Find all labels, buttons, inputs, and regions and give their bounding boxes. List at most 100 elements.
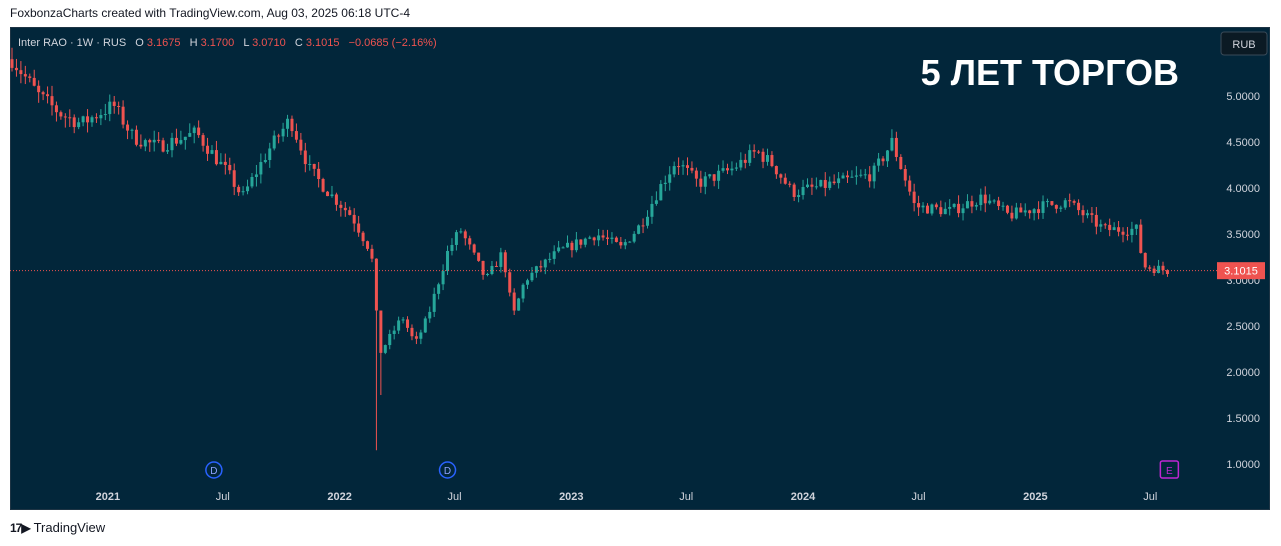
candle-body xyxy=(837,178,841,184)
candle-body xyxy=(997,200,1001,207)
candle-body xyxy=(179,140,183,144)
candle-body xyxy=(463,231,467,239)
chart-panel[interactable] xyxy=(10,27,1270,510)
candle-body xyxy=(770,155,774,167)
candle-body xyxy=(454,232,458,245)
candle-body xyxy=(94,117,98,119)
y-axis: 1.00001.50002.00002.50003.00003.50004.00… xyxy=(1226,45,1260,471)
candle-body xyxy=(108,101,112,115)
candle-body xyxy=(957,203,961,214)
candle-body xyxy=(450,244,454,251)
candle-body xyxy=(1143,252,1147,268)
candle-body xyxy=(32,77,36,86)
candle-body xyxy=(1032,209,1036,214)
candle-body xyxy=(499,252,503,267)
candlestick-chart[interactable]: 1.00001.50002.00002.50003.00003.50004.00… xyxy=(10,27,1270,510)
candle-body xyxy=(725,168,729,171)
candle-body xyxy=(721,168,725,171)
candle-body xyxy=(659,184,663,201)
candle-body xyxy=(983,194,987,204)
candle-body xyxy=(1130,228,1134,235)
candle-body xyxy=(521,284,525,299)
candle-body xyxy=(1037,209,1041,213)
dividend-marker[interactable]: D xyxy=(438,461,457,479)
candle-body xyxy=(370,248,374,259)
candle-body xyxy=(326,191,330,197)
candle-body xyxy=(117,105,121,107)
candle-body xyxy=(872,165,876,182)
dividend-marker-circle xyxy=(205,461,223,479)
candle-body xyxy=(157,139,161,141)
dividend-marker-circle xyxy=(438,461,457,479)
candle-body xyxy=(130,129,134,131)
candle-body xyxy=(992,200,996,202)
candle-body xyxy=(259,162,263,175)
candle-body xyxy=(361,232,365,242)
candle-body xyxy=(112,101,116,106)
x-tick-label: Jul xyxy=(912,491,926,503)
candle-body xyxy=(917,203,921,208)
candle-body xyxy=(357,223,361,233)
candle-body xyxy=(1099,224,1103,227)
x-tick-label: 2024 xyxy=(791,491,816,503)
candle-body xyxy=(1117,227,1121,232)
candle-body xyxy=(930,204,934,214)
candle-body xyxy=(925,205,929,214)
candle-body xyxy=(979,194,983,206)
candle-body xyxy=(263,160,267,163)
candle-body xyxy=(752,150,756,152)
candle-body xyxy=(557,247,561,252)
candle-body xyxy=(903,169,907,181)
candle-body xyxy=(14,67,18,71)
candle-body xyxy=(503,252,507,273)
candle-body xyxy=(139,144,143,147)
candle-body xyxy=(59,112,63,117)
candle-body xyxy=(606,237,610,239)
candle-body xyxy=(823,180,827,188)
candle-body xyxy=(19,70,23,75)
candle-body xyxy=(526,280,530,285)
candle-body xyxy=(374,258,378,311)
x-tick-label: Jul xyxy=(1143,491,1157,503)
candle-body xyxy=(757,151,761,153)
candle-body xyxy=(432,293,436,312)
candle-body xyxy=(286,118,290,129)
candle-body xyxy=(401,319,405,321)
candle-body xyxy=(677,166,681,168)
candle-body xyxy=(254,174,258,177)
candle-body xyxy=(703,176,707,187)
candle-body xyxy=(694,170,698,179)
candle-body xyxy=(552,251,556,259)
candle-body xyxy=(410,327,414,337)
legend-low-value: 3.0710 xyxy=(252,37,286,49)
legend-low-label: L xyxy=(243,37,249,49)
candle-body xyxy=(1085,213,1089,216)
currency-badge[interactable]: RUB xyxy=(1220,31,1268,56)
candle-body xyxy=(805,184,809,188)
candle-body xyxy=(414,336,418,339)
candle-body xyxy=(183,136,187,141)
candle-body xyxy=(272,135,276,149)
candle-body xyxy=(1014,207,1018,219)
candle-body xyxy=(50,96,54,106)
x-tick-label: Jul xyxy=(216,491,230,503)
candle-body xyxy=(686,165,689,168)
legend-open-label: O xyxy=(135,37,144,49)
candle-body xyxy=(1125,234,1129,236)
candle-body xyxy=(863,174,867,176)
candle-body xyxy=(1157,265,1161,273)
candle-body xyxy=(637,225,641,234)
candle-body xyxy=(228,164,232,171)
earnings-marker[interactable]: E xyxy=(1159,460,1180,479)
candle-body xyxy=(885,150,889,162)
x-tick-label: 2025 xyxy=(1023,491,1047,503)
candle-body xyxy=(10,59,14,68)
earnings-marker-label: E xyxy=(1166,466,1173,477)
candle-body xyxy=(166,150,170,152)
candle-body xyxy=(570,242,574,251)
candle-body xyxy=(206,145,210,154)
candle-body xyxy=(797,195,801,198)
candle-body xyxy=(663,182,667,185)
dividend-marker[interactable]: D xyxy=(205,461,223,479)
